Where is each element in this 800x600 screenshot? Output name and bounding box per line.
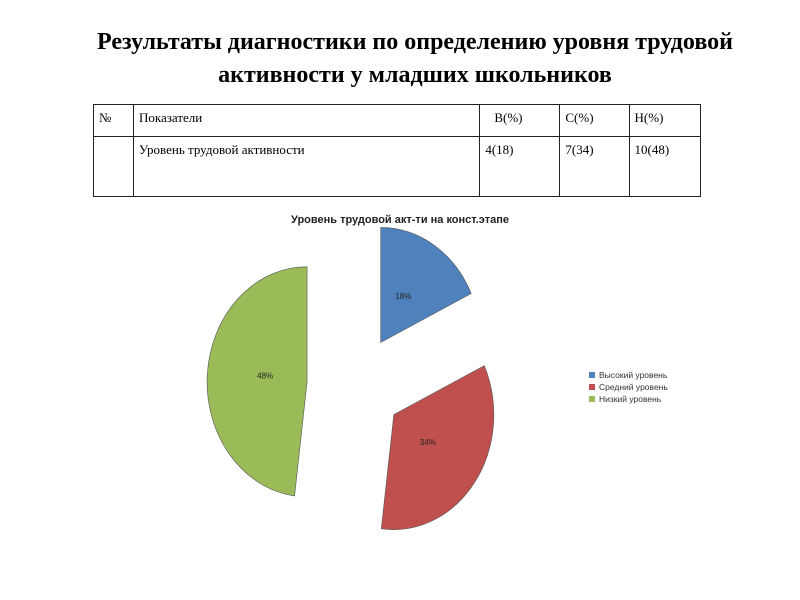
legend-label-high: Высокий уровень bbox=[599, 370, 668, 380]
cell-medium: 7(34) bbox=[559, 136, 630, 197]
table-row: Уровень трудовой активности 4(18) 7(34) … bbox=[93, 136, 702, 197]
page-title-line-2: активности у младших школьников bbox=[218, 62, 612, 88]
cell-indicator: Уровень трудовой активности bbox=[132, 136, 481, 197]
legend-item-high: Высокий уровень bbox=[589, 369, 668, 381]
data-label-medium: 34% bbox=[420, 438, 436, 447]
page-title-line-1: Результаты диагностики по определению ур… bbox=[97, 29, 733, 55]
legend-item-medium: Средний уровень bbox=[589, 381, 668, 393]
legend-swatch-medium bbox=[589, 384, 595, 390]
cell-low: 10(48) bbox=[628, 136, 702, 197]
data-label-high: 18% bbox=[395, 292, 411, 301]
legend-label-medium: Средний уровень bbox=[599, 382, 668, 392]
legend-item-low: Низкий уровень bbox=[589, 393, 668, 405]
pie-slice-high bbox=[380, 227, 472, 343]
pie-slice-medium bbox=[380, 365, 495, 530]
legend-swatch-low bbox=[589, 396, 595, 402]
page-title: Результаты диагностики по определению ур… bbox=[40, 26, 790, 92]
chart-title: Уровень трудовой акт-ти на конст.этапе bbox=[291, 214, 509, 226]
legend-label-low: Низкий уровень bbox=[599, 394, 662, 404]
header-number: № bbox=[93, 104, 134, 137]
results-table: № Показатели В(%) С(%) Н(%) Уровень труд… bbox=[93, 104, 702, 197]
chart-legend: Высокий уровень Средний уровень Низкий уро… bbox=[589, 369, 668, 405]
legend-swatch-high bbox=[589, 372, 595, 378]
header-high: В(%) bbox=[479, 104, 561, 137]
pie-slice-low bbox=[206, 266, 308, 497]
header-low: Н(%) bbox=[628, 104, 702, 137]
data-label-low: 48% bbox=[257, 372, 273, 381]
